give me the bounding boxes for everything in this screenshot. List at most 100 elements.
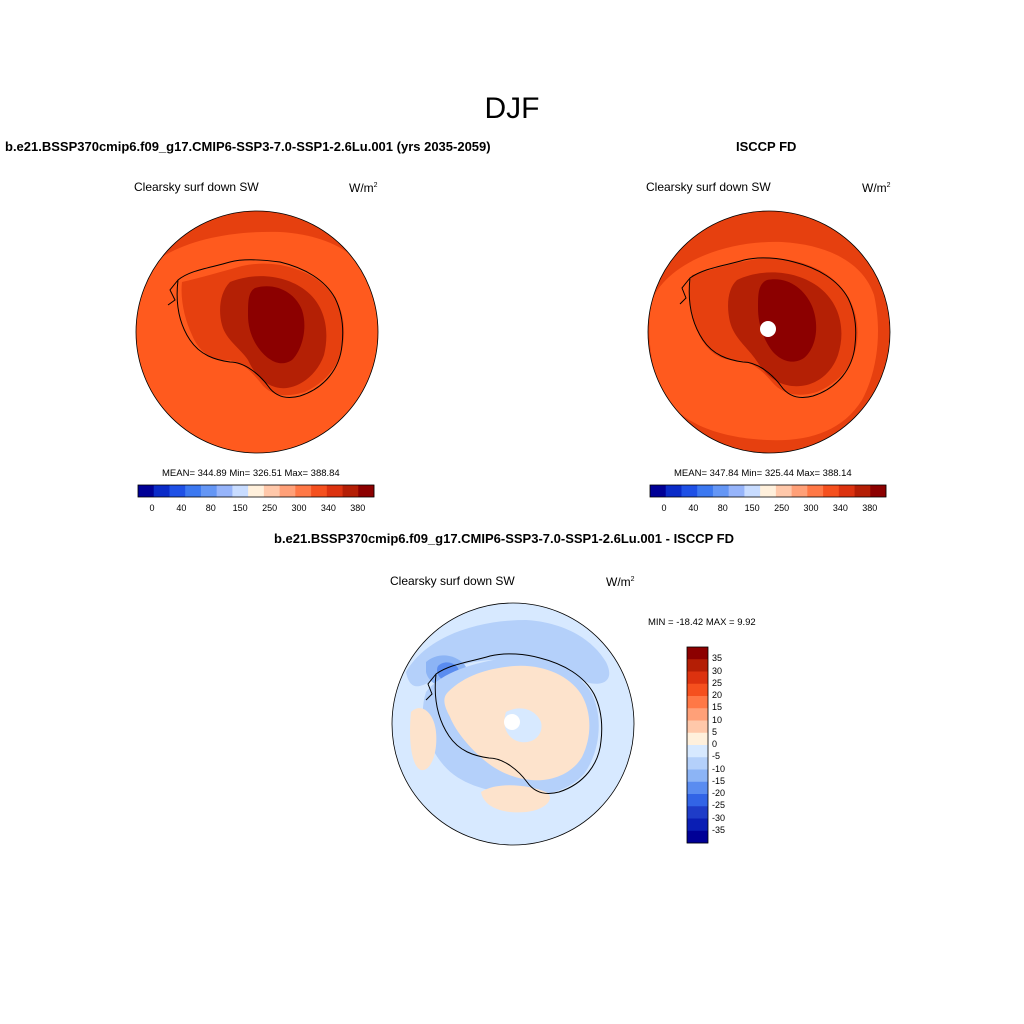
colorbar-swatch [791, 485, 808, 497]
colorbar-tick-label: 5 [712, 726, 718, 737]
colorbar-swatch [687, 794, 708, 807]
colorbar-swatch [760, 485, 777, 497]
colorbar-swatch [870, 485, 887, 497]
colorbar-swatch [295, 485, 312, 497]
colorbar [137, 484, 375, 498]
colorbar-swatch [687, 806, 708, 819]
colorbar-border [137, 484, 375, 498]
colorbar-tick-label: -35 [712, 824, 726, 835]
colorbar-tick-label: 40 [176, 503, 187, 513]
colorbar-tick-label: 80 [717, 503, 728, 513]
pole-missing-data [760, 321, 776, 337]
polar-map-difference [391, 602, 635, 846]
colorbar-tick-label: 380 [350, 503, 366, 513]
colorbar-tick-label: 300 [803, 503, 819, 513]
colorbar-swatch [232, 485, 249, 497]
units-label: W/m2 [606, 575, 635, 589]
colorbar-border [649, 484, 887, 498]
positive-region-ocean-west [410, 708, 437, 771]
colorbar-swatch [712, 485, 729, 497]
colorbar-tick-label: -30 [712, 812, 726, 823]
colorbar-swatch [311, 485, 328, 497]
colorbar-swatch [687, 781, 708, 795]
colorbar-swatch [687, 683, 708, 697]
colorbar-tick-label: 150 [744, 503, 760, 513]
colorbar-tick-label: 340 [832, 503, 848, 513]
colorbar-swatch [169, 485, 186, 497]
colorbar-swatch [687, 830, 708, 844]
colorbar-swatch [687, 818, 708, 832]
colorbar-tick-label: 15 [712, 702, 723, 713]
colorbar-swatch [823, 485, 840, 497]
colorbar-tick-label: 10 [712, 714, 723, 725]
colorbar-tick-label: -15 [712, 775, 726, 786]
colorbar-swatch [263, 485, 280, 497]
colorbar-tick-label: -5 [712, 751, 721, 762]
colorbar-tick-label: -25 [712, 800, 726, 811]
colorbar-swatch [153, 485, 170, 497]
colorbar-tick-label: 20 [712, 690, 723, 700]
colorbar-swatch [358, 485, 375, 497]
antarctica-coastline [176, 259, 344, 399]
colorbar-swatch [744, 485, 761, 497]
min-max-label: MIN = -18.42 MAX = 9.92 [648, 617, 756, 628]
colorbar-swatch [138, 485, 155, 497]
colorbar-swatch [687, 671, 708, 685]
colorbar-swatch [687, 732, 708, 746]
vertical-colorbar [686, 646, 709, 844]
colorbar-tick-label: 30 [712, 665, 723, 676]
variable-label: Clearsky surf down SW [390, 574, 515, 588]
colorbar-swatch [697, 485, 714, 497]
map-border [391, 602, 635, 846]
colorbar-tick-label: 0 [661, 503, 667, 513]
colorbar-swatch [665, 485, 682, 497]
peninsula-coastline [167, 279, 179, 306]
colorbar-swatch [248, 485, 265, 497]
colorbar-swatch [687, 720, 708, 734]
colorbar-tick-label: -20 [712, 788, 726, 798]
colorbar-border [686, 646, 709, 844]
panel-title-diff: b.e21.BSSP370cmip6.f09_g17.CMIP6-SSP3-7.… [274, 531, 735, 546]
colorbar-swatch [775, 485, 792, 497]
variable-label: Clearsky surf down SW [646, 180, 771, 194]
colorbar-swatch [728, 485, 745, 497]
colorbar-swatch [687, 708, 708, 721]
polar-map-model [135, 210, 379, 454]
panel-title-obs: ISCCP FD [736, 139, 797, 154]
colorbar-swatch [279, 485, 296, 497]
positive-region-ocean-south [481, 785, 550, 813]
colorbar-swatch [185, 485, 202, 497]
colorbar-swatch [687, 745, 708, 758]
antarctica-coastline [688, 257, 857, 399]
colorbar-swatch [807, 485, 824, 497]
colorbar-tick-label: -10 [712, 763, 726, 774]
map-border [135, 210, 379, 454]
plateau-region [758, 279, 817, 362]
colorbar-tick-label: 150 [232, 503, 248, 513]
colorbar-swatch [854, 485, 871, 497]
colorbar-tick-label: 35 [712, 653, 723, 664]
colorbar-swatch [687, 647, 708, 660]
plateau-region [248, 286, 305, 364]
figure-title: DJF [484, 92, 540, 125]
panel-title-model: b.e21.BSSP370cmip6.f09_g17.CMIP6-SSP3-7.… [5, 139, 491, 154]
colorbar-tick-label: 340 [320, 503, 336, 513]
colorbar-tick-label: 80 [205, 503, 216, 513]
units-label: W/m2 [862, 181, 891, 195]
colorbar-tick-label: 250 [262, 503, 278, 513]
antarctica-coastline [434, 653, 603, 795]
colorbar-swatch [216, 485, 233, 497]
stats-label: MEAN= 347.84 Min= 325.44 Max= 388.14 [674, 468, 852, 479]
peninsula-coastline [679, 277, 691, 305]
colorbar-swatch [342, 485, 359, 497]
colorbar-tick-label: 40 [688, 503, 699, 513]
colorbar-swatch [687, 659, 708, 672]
colorbar-tick-label: 25 [712, 677, 723, 688]
colorbar-swatch [838, 485, 855, 497]
stats-label: MEAN= 344.89 Min= 326.51 Max= 388.84 [162, 468, 340, 479]
polar-map-obs [647, 210, 891, 454]
colorbar-swatch [687, 757, 708, 770]
colorbar-tick-label: 380 [862, 503, 878, 513]
units-label: W/m2 [349, 181, 378, 195]
variable-label: Clearsky surf down SW [134, 180, 259, 194]
